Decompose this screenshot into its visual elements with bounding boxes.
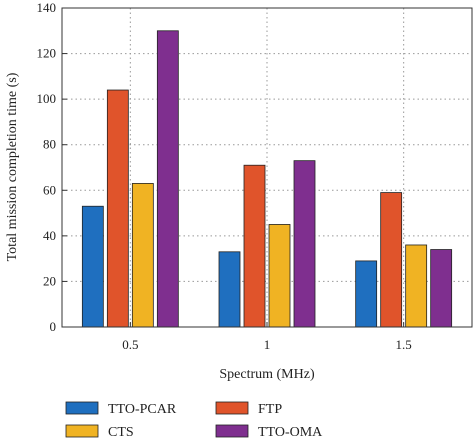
x-axis-label: Spectrum (MHz) xyxy=(219,367,315,382)
x-tick-label: 0.5 xyxy=(122,337,138,352)
bar-tto-pcar-0_5 xyxy=(81,205,104,328)
x-tick-label: 1.5 xyxy=(396,337,412,352)
bar-tto-oma-1 xyxy=(293,160,316,328)
legend-swatch-tto-pcar xyxy=(65,401,99,415)
bar-tto-pcar-1_5 xyxy=(355,260,378,328)
legend-label-cts: CTS xyxy=(108,425,134,440)
bar-tto-oma-0_5 xyxy=(156,30,179,328)
y-tick-label: 60 xyxy=(43,182,56,197)
legend-swatch-ftp xyxy=(215,401,249,415)
y-tick-label: 100 xyxy=(37,91,57,106)
bars xyxy=(81,30,453,328)
bar-cts-0_5 xyxy=(131,183,154,328)
legend-swatch-cts xyxy=(65,424,99,438)
bar-tto-oma-1_5 xyxy=(430,249,453,328)
bar-tto-pcar-1 xyxy=(218,251,241,328)
y-axis-label: Total mission completion time (s) xyxy=(5,72,20,261)
bar-ftp-1 xyxy=(243,164,266,328)
y-tick-label: 80 xyxy=(43,137,56,152)
grid-lines xyxy=(62,8,472,327)
bar-cts-1 xyxy=(268,224,291,328)
legend-label-tto-pcar: TTO-PCAR xyxy=(108,402,177,417)
legend-swatch-tto-oma xyxy=(215,424,249,438)
legend-label-ftp: FTP xyxy=(258,402,282,417)
bar-ftp-1_5 xyxy=(380,192,403,328)
y-axis-ticks: 0 20 40 60 80 100 120 140 xyxy=(37,0,67,334)
y-tick-label: 20 xyxy=(43,273,56,288)
y-tick-label: 0 xyxy=(50,319,57,334)
legend: TTO-PCAR FTP CTS TTO-OMA xyxy=(65,401,323,440)
x-tick-label: 1 xyxy=(264,337,271,352)
x-axis-ticks: 0.5 1 1.5 xyxy=(122,322,412,352)
bar-ftp-0_5 xyxy=(106,89,129,328)
y-tick-label: 120 xyxy=(37,46,57,61)
y-tick-label: 140 xyxy=(37,0,57,15)
bar-cts-1_5 xyxy=(405,244,428,328)
legend-label-tto-oma: TTO-OMA xyxy=(258,425,323,440)
y-tick-label: 40 xyxy=(43,228,56,243)
